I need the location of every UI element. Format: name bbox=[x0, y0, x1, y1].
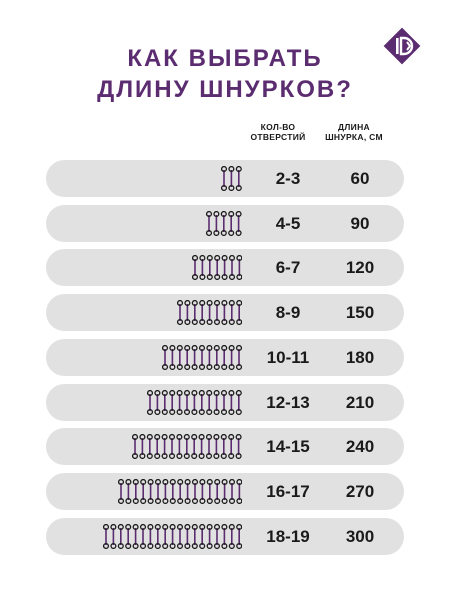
table-row: 16-17 270 bbox=[46, 472, 404, 510]
holes-count: 4-5 bbox=[275, 213, 301, 233]
lace-eyelets-icon bbox=[221, 166, 242, 191]
lace-length: 120 bbox=[345, 258, 375, 278]
lace-length: 90 bbox=[350, 213, 370, 233]
table-row: 8-9 150 bbox=[46, 294, 404, 332]
holes-count: 6-7 bbox=[275, 258, 301, 278]
lace-eyelets-icon bbox=[132, 434, 242, 460]
table-row: 6-7 120 bbox=[46, 249, 404, 287]
holes-count: 14-15 bbox=[266, 437, 310, 457]
lace-eyelets-icon bbox=[162, 344, 242, 370]
lace-eyelets-icon bbox=[191, 255, 242, 281]
table-row: 12-13 210 bbox=[46, 383, 404, 421]
table-row: 18-19 300 bbox=[46, 517, 404, 555]
holes-count: 16-17 bbox=[266, 481, 310, 501]
lace-eyelets-icon bbox=[117, 478, 242, 504]
brand-logo-icon bbox=[383, 27, 421, 65]
lace-eyelets-icon bbox=[176, 300, 242, 326]
holes-column-header: КОЛ-ВО ОТВЕРСТИЙ bbox=[250, 122, 306, 142]
page-title: КАК ВЫБРАТЬ ДЛИНУ ШНУРКОВ? bbox=[0, 43, 450, 105]
holes-count: 10-11 bbox=[266, 347, 310, 367]
holes-count: 18-19 bbox=[266, 526, 310, 546]
table-row: 14-15 240 bbox=[46, 428, 404, 466]
holes-count: 2-3 bbox=[275, 169, 301, 188]
lace-length: 210 bbox=[345, 392, 375, 412]
lace-length: 300 bbox=[345, 526, 375, 546]
lace-length: 150 bbox=[345, 303, 375, 323]
length-column-header: ДЛИНА ШНУРКА, СМ bbox=[325, 122, 383, 142]
lace-length: 240 bbox=[345, 437, 375, 457]
lace-length: 180 bbox=[345, 347, 375, 367]
title-line-2: ДЛИНУ ШНУРКОВ? bbox=[97, 76, 353, 103]
lace-eyelets-icon bbox=[147, 389, 242, 415]
table-row: 4-5 90 bbox=[46, 204, 404, 242]
holes-count: 12-13 bbox=[266, 392, 310, 412]
lace-length: 60 bbox=[350, 169, 370, 188]
lace-eyelets-icon bbox=[102, 523, 242, 549]
table-row: 10-11 180 bbox=[46, 338, 404, 376]
holes-count: 8-9 bbox=[275, 303, 301, 323]
table-row: 2-3 60 bbox=[46, 160, 404, 197]
title-line-1: КАК ВЫБРАТЬ bbox=[127, 45, 323, 72]
lace-eyelets-icon bbox=[206, 210, 242, 236]
lace-length: 270 bbox=[345, 481, 375, 501]
